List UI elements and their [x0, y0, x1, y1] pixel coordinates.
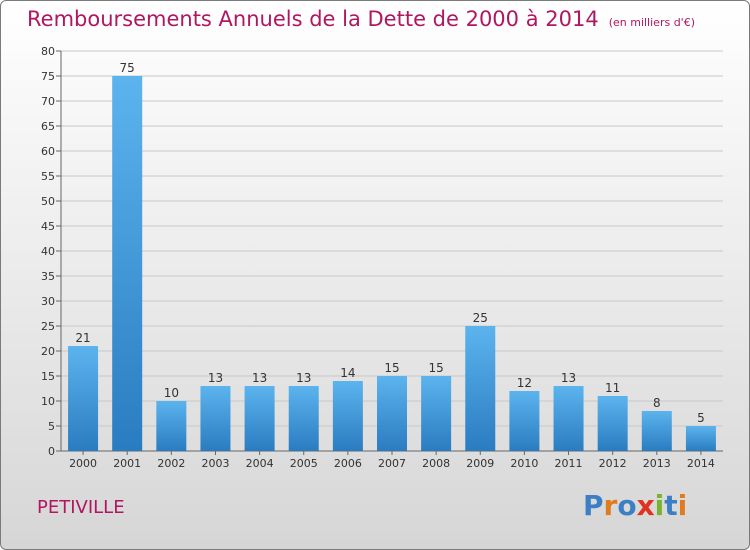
place-name: PETIVILLE — [37, 497, 125, 518]
data-label: 13 — [252, 371, 267, 385]
y-tick-label: 60 — [41, 145, 55, 158]
y-tick-label: 70 — [41, 95, 55, 108]
x-tick-label: 2011 — [555, 457, 583, 470]
x-tick-label: 2002 — [157, 457, 185, 470]
data-label: 75 — [120, 61, 135, 75]
data-label: 12 — [517, 376, 532, 390]
data-label: 11 — [605, 381, 620, 395]
bar — [332, 381, 363, 451]
data-label: 13 — [296, 371, 311, 385]
bar — [553, 386, 584, 451]
data-label: 14 — [340, 366, 355, 380]
x-tick-label: 2005 — [290, 457, 318, 470]
logo-letter: o — [617, 489, 637, 522]
y-tick-label: 75 — [41, 70, 55, 83]
bar — [112, 76, 143, 451]
data-label: 25 — [473, 311, 488, 325]
x-tick-label: 2003 — [201, 457, 229, 470]
logo-letter: P — [583, 489, 604, 522]
proxiti-logo: Proxiti — [583, 489, 687, 522]
x-tick-label: 2014 — [687, 457, 715, 470]
bar — [288, 386, 319, 451]
chart-title-text: Remboursements Annuels de la Dette de 20… — [27, 7, 599, 31]
logo-letter: i — [677, 489, 688, 522]
x-tick-label: 2013 — [643, 457, 671, 470]
x-tick-label: 2007 — [378, 457, 406, 470]
y-tick-label: 80 — [41, 45, 55, 58]
y-tick-label: 65 — [41, 120, 55, 133]
x-tick-label: 2008 — [422, 457, 450, 470]
bar — [641, 411, 672, 451]
x-tick-label: 2009 — [466, 457, 494, 470]
y-tick-label: 5 — [48, 420, 55, 433]
data-label: 5 — [697, 411, 705, 425]
labels: 0 5 10 15 20 25 30 35 40 45 50 55 60 65 70 75 80 21 2000 75… — [41, 45, 715, 470]
x-tick-label: 2004 — [246, 457, 274, 470]
y-tick-label: 25 — [41, 320, 55, 333]
bar — [509, 391, 540, 451]
data-label: 15 — [428, 361, 443, 375]
y-tick-label: 10 — [41, 395, 55, 408]
y-tick-label: 50 — [41, 195, 55, 208]
y-tick-label: 15 — [41, 370, 55, 383]
bars — [68, 76, 716, 451]
bar — [685, 426, 716, 451]
bar — [244, 386, 275, 451]
x-tick-label: 2000 — [69, 457, 97, 470]
x-tick-label: 2006 — [334, 457, 362, 470]
x-tick-label: 2001 — [113, 457, 141, 470]
logo-letter: x — [636, 489, 655, 522]
bar — [465, 326, 496, 451]
y-tick-label: 35 — [41, 270, 55, 283]
data-label: 21 — [75, 331, 90, 345]
y-tick-label: 0 — [48, 445, 55, 458]
data-label: 8 — [653, 396, 661, 410]
bar — [597, 396, 628, 451]
x-tick-label: 2010 — [510, 457, 538, 470]
bar — [421, 376, 452, 451]
bar — [377, 376, 407, 451]
data-label: 15 — [384, 361, 399, 375]
data-label: 10 — [164, 386, 179, 400]
bar — [68, 346, 99, 451]
y-tick-label: 40 — [41, 245, 55, 258]
data-label: 13 — [208, 371, 223, 385]
y-tick-label: 20 — [41, 345, 55, 358]
y-tick-label: 30 — [41, 295, 55, 308]
data-label: 13 — [561, 371, 576, 385]
x-tick-label: 2012 — [599, 457, 627, 470]
logo-letter: r — [603, 489, 618, 522]
y-tick-label: 45 — [41, 220, 55, 233]
y-tick-label: 55 — [41, 170, 55, 183]
logo-letter: t — [664, 489, 678, 522]
bar — [156, 401, 187, 451]
chart-title: Remboursements Annuels de la Dette de 20… — [27, 7, 695, 31]
bar — [200, 386, 231, 451]
chart-subtitle: (en milliers d'€) — [608, 16, 695, 29]
logo-letter: i — [654, 489, 665, 522]
